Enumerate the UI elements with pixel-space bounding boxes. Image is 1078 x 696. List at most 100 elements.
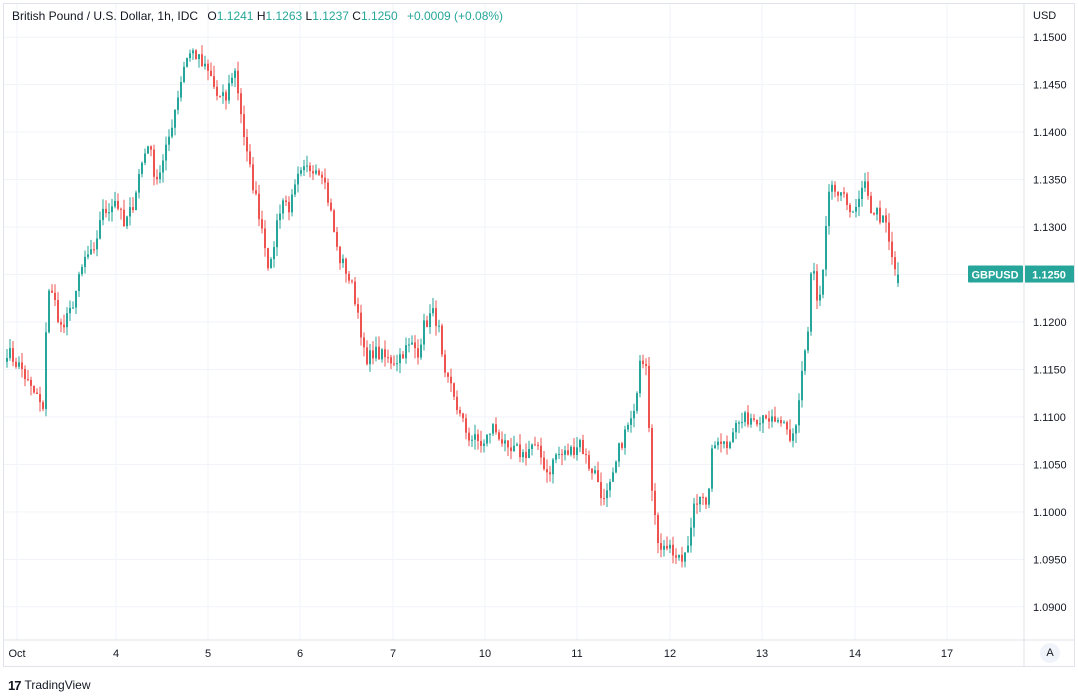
candle-body — [123, 209, 125, 227]
candle-body — [129, 207, 131, 217]
candle-body — [282, 200, 284, 214]
candle-body — [657, 515, 659, 544]
candle-body — [72, 307, 74, 309]
candle-body — [225, 92, 227, 101]
candle-body — [885, 215, 887, 223]
candle-body — [603, 498, 605, 500]
candle-body — [255, 190, 257, 194]
y-tick-label: 1.1450 — [1033, 80, 1067, 92]
candle-body — [897, 274, 899, 284]
candle-body — [234, 70, 236, 78]
candle-body — [810, 273, 812, 332]
x-tick-label: 5 — [205, 648, 211, 660]
candle-body — [789, 429, 791, 441]
candle-body — [516, 444, 518, 446]
candle-body — [780, 420, 782, 424]
brand-label[interactable]: TradingView — [24, 678, 91, 692]
candle-body — [765, 415, 767, 419]
candle-body — [45, 332, 47, 409]
candle-body — [300, 170, 302, 174]
candle-body — [753, 418, 755, 420]
candle-body — [150, 146, 152, 150]
candle-body — [270, 259, 272, 269]
candle-body — [249, 151, 251, 165]
open-label: O — [207, 9, 217, 23]
candle-body — [426, 320, 428, 328]
candle-body — [279, 213, 281, 221]
symbol-title[interactable]: British Pound / U.S. Dollar, 1h, IDC — [12, 9, 199, 23]
candle-body — [774, 416, 776, 422]
x-tick-label: 12 — [664, 648, 676, 660]
candle-body — [243, 114, 245, 137]
candlestick-chart[interactable]: 1.0900 1.0950 1.1000 1.1050 1.1100 1.1150 1.12… — [0, 0, 1078, 668]
candle-body — [408, 344, 410, 346]
price-tag-bg — [1025, 265, 1074, 283]
candle-body — [729, 442, 731, 449]
candle-body — [807, 331, 809, 351]
candle-body — [387, 357, 389, 359]
candle-body — [597, 470, 599, 483]
candle-body — [276, 220, 278, 248]
candle-body — [633, 410, 635, 419]
candle-body — [552, 459, 554, 475]
x-tick-label: 11 — [571, 648, 582, 660]
x-tick-label: 14 — [849, 648, 861, 660]
candle-body — [33, 385, 35, 393]
candle-body — [627, 424, 629, 430]
candle-body — [513, 445, 515, 452]
candle-body — [9, 348, 11, 359]
candle-body — [180, 81, 182, 98]
candle-body — [186, 58, 188, 67]
candle-body — [111, 206, 113, 213]
last-price-tag: GBPUSD 1.1250 — [968, 265, 1074, 283]
symbol-tag-bg — [968, 265, 1023, 283]
candle-body — [375, 346, 377, 359]
x-tick-label: 6 — [297, 648, 303, 660]
candle-body — [492, 424, 494, 434]
candle-body — [768, 418, 770, 422]
candle-body — [207, 63, 209, 71]
candle-body — [12, 348, 14, 362]
candle-body — [630, 418, 632, 425]
candle-body — [453, 383, 455, 397]
candle-body — [357, 304, 359, 313]
change-value: +0.0009 (+0.08%) — [406, 9, 504, 23]
tradingview-logo-icon[interactable]: 17 — [8, 677, 22, 693]
x-tick-label: 17 — [941, 648, 953, 660]
candle-body — [888, 222, 890, 242]
candle-body — [786, 422, 788, 430]
candle-body — [615, 461, 617, 473]
candle-body — [96, 238, 98, 250]
candle-body — [495, 424, 497, 433]
y-tick-label: 1.1500 — [1033, 32, 1067, 44]
candle-body — [738, 422, 740, 424]
candle-body — [189, 53, 191, 59]
candle-body — [195, 50, 197, 60]
candle-body — [570, 446, 572, 455]
candle-body — [756, 419, 758, 425]
candle-body — [828, 191, 830, 226]
candle-body — [531, 444, 533, 450]
auto-scale-button[interactable]: A — [1040, 643, 1060, 663]
candle-body — [114, 200, 116, 207]
candle-body — [309, 165, 311, 172]
candle-body — [600, 482, 602, 499]
candle-body — [732, 432, 734, 443]
y-tick-label: 1.1050 — [1033, 459, 1067, 471]
candle-body — [894, 257, 896, 270]
ohlc-values: O1.1241 H1.1263 L1.1237 C1.1250 — [207, 9, 401, 23]
candle-body — [564, 450, 566, 455]
candle-body — [69, 307, 71, 314]
candle-body — [156, 176, 158, 180]
candle-body — [702, 496, 704, 498]
candle-body — [222, 92, 224, 97]
candle-body — [501, 439, 503, 444]
candle-body — [210, 70, 212, 77]
candle-body — [843, 192, 845, 194]
candle-body — [645, 363, 647, 366]
candle-body — [684, 552, 686, 562]
candle-body — [741, 421, 743, 423]
candle-body — [522, 452, 524, 458]
candle-body — [30, 379, 32, 386]
candle-body — [345, 258, 347, 274]
